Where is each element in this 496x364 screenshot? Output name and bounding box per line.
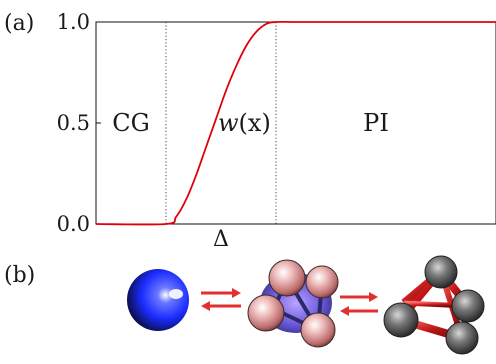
x-marker-delta: Δ — [213, 227, 229, 252]
plot-frame — [95, 21, 496, 225]
pi-molecule — [383, 255, 485, 355]
panel-b-label: (b) — [4, 263, 35, 288]
curve-label: w(x) — [218, 109, 271, 137]
y-tick-label: 0.0 — [57, 212, 90, 236]
exchange-arrows-left — [201, 288, 241, 311]
y-tick-label: 0.5 — [57, 111, 90, 135]
plot-axes — [95, 21, 496, 225]
panel-a-label: (a) — [4, 11, 34, 36]
w-curve — [95, 20, 496, 226]
region-label-pi: PI — [363, 109, 389, 137]
y-tick-group: 0.0 0.5 1.0 — [57, 10, 101, 236]
exchange-arrows-right — [340, 292, 378, 316]
region-label-cg: CG — [112, 109, 150, 137]
cg-sphere — [127, 269, 189, 331]
hybrid-molecule — [247, 259, 339, 348]
curve-label-x: (x) — [239, 109, 271, 137]
y-tick-label: 1.0 — [57, 10, 90, 34]
curve-label-w: w — [218, 109, 239, 137]
